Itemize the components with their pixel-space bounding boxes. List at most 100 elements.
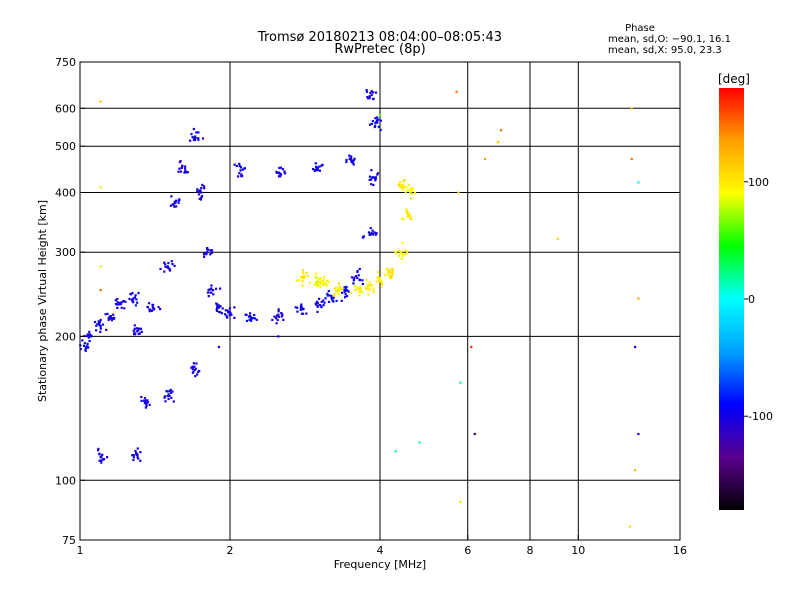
series-point [116, 301, 119, 304]
series-point [357, 287, 360, 291]
series-point [278, 315, 281, 318]
x-tick-label: 10 [571, 544, 585, 557]
series-point [191, 136, 194, 139]
series-point [249, 312, 252, 315]
series-point [313, 275, 317, 278]
series-point [409, 216, 412, 219]
series-point [401, 255, 404, 258]
series-point [276, 318, 279, 322]
y-tick-label: 200 [55, 330, 76, 343]
series-point [359, 290, 363, 293]
series-point [373, 176, 376, 179]
series-point [371, 176, 374, 179]
series-point [228, 313, 231, 317]
series-point [302, 307, 305, 310]
series-point [339, 286, 342, 289]
series-point [318, 165, 321, 168]
series-point [138, 327, 141, 330]
series-point [86, 342, 89, 345]
series-point [206, 291, 209, 294]
series-point [218, 310, 221, 313]
series-point [238, 172, 241, 175]
series-point [230, 313, 233, 316]
series-point [144, 399, 147, 402]
series-point [245, 319, 249, 322]
series-point [409, 191, 412, 194]
series-point [391, 271, 394, 275]
series-point [139, 451, 142, 454]
series-point [331, 299, 334, 302]
series-point [316, 305, 319, 308]
series-point [373, 125, 376, 129]
series-point [367, 97, 370, 100]
series-point [374, 124, 377, 127]
series-point [409, 187, 412, 190]
series-point [206, 251, 209, 254]
series-point [314, 169, 317, 172]
series-point [368, 233, 371, 236]
series-point [220, 312, 223, 315]
series-point [203, 253, 206, 256]
series-point [271, 318, 274, 321]
series-point [372, 183, 375, 187]
series-point [326, 279, 329, 282]
series-point [380, 280, 383, 283]
series-point [175, 199, 178, 202]
series-point [194, 135, 197, 138]
scattered-point [277, 335, 280, 338]
series-point [375, 119, 379, 122]
series-point [88, 339, 91, 343]
series-point [332, 294, 335, 297]
series-point [344, 288, 348, 291]
series-point [358, 267, 361, 271]
colorbar-label: [deg] [718, 72, 750, 86]
series-point [387, 270, 390, 273]
series-point [305, 272, 308, 275]
x-tick-label: 6 [464, 544, 471, 557]
scattered-point [99, 265, 102, 268]
series-point [400, 252, 403, 255]
series-point [405, 253, 408, 256]
series-point [148, 403, 151, 406]
colorbar-tick-label: 0 [748, 293, 755, 306]
series-point [143, 399, 146, 402]
series-point [378, 279, 381, 282]
series-point [324, 282, 327, 285]
series-point [163, 261, 166, 264]
scattered-point [484, 157, 487, 161]
series-point [322, 278, 325, 282]
series-point [86, 346, 90, 349]
series-point [197, 138, 200, 141]
series-point [134, 304, 137, 307]
series-point [240, 173, 243, 176]
series-point [377, 270, 380, 274]
series-point [397, 249, 400, 253]
series-point [170, 396, 173, 399]
series-point [114, 303, 118, 306]
series-point [140, 399, 143, 402]
series-point [137, 332, 140, 335]
series-point [99, 455, 102, 459]
series-point [296, 306, 299, 309]
series-point [390, 274, 394, 277]
series-point [323, 301, 326, 304]
series-point [179, 160, 182, 163]
series-point [168, 268, 171, 271]
series-point [305, 312, 308, 315]
series-point [377, 275, 380, 278]
series-point [315, 276, 318, 279]
series-point [247, 315, 251, 318]
series-point [403, 186, 406, 189]
series-point [402, 218, 405, 221]
series-point [405, 208, 408, 211]
series-point [367, 293, 370, 296]
x-axis-label: Frequency [MHz] [334, 558, 426, 571]
series-point [357, 274, 360, 277]
series-point [167, 397, 170, 401]
series-point [157, 306, 160, 309]
scattered-point [496, 141, 500, 144]
scattered-point [630, 157, 633, 161]
series-point [283, 170, 286, 173]
series-point [139, 327, 142, 330]
scattered-point [455, 90, 458, 93]
